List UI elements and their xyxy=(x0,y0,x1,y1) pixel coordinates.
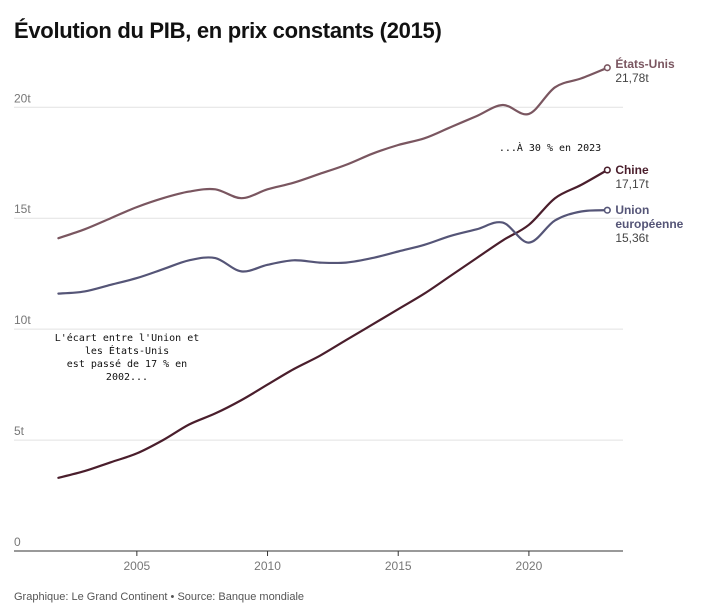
x-axis-ticks: 2005 2010 2015 2020 xyxy=(123,551,543,573)
x-tick-label: 2015 xyxy=(385,559,412,573)
annotation-text: les États-Unis xyxy=(85,344,169,357)
annotation-text: 2002... xyxy=(106,372,148,383)
series-line-union-europeenne xyxy=(57,209,609,295)
x-tick-label: 2020 xyxy=(516,559,543,573)
end-point-chine xyxy=(603,166,611,174)
end-label-name: États-Unis xyxy=(615,56,675,71)
x-tick-label: 2010 xyxy=(254,559,281,573)
end-point-etats-unis xyxy=(603,64,611,72)
y-tick-label: 5t xyxy=(14,424,25,438)
series-line-etats-unis xyxy=(57,66,609,240)
end-point-union-europeenne xyxy=(603,206,611,214)
annotation-text: ...À 30 % en 2023 xyxy=(499,141,601,154)
y-tick-label: 20t xyxy=(14,91,31,105)
y-tick-label: 10t xyxy=(14,313,31,327)
chart-title: Évolution du PIB, en prix constants (201… xyxy=(14,18,442,43)
grid-lines xyxy=(14,106,623,552)
end-label-value: 21,78t xyxy=(615,71,649,85)
source-footer: Graphique: Le Grand Continent • Source: … xyxy=(14,591,305,603)
annotation-text: est passé de 17 % en xyxy=(67,358,187,370)
end-label-name: européenne xyxy=(615,217,683,231)
end-label-value: 17,17t xyxy=(615,177,649,191)
y-tick-label: 0 xyxy=(14,535,21,549)
y-tick-label: 15t xyxy=(14,202,31,216)
end-label-name: Chine xyxy=(615,163,649,177)
end-label-value: 15,36t xyxy=(615,231,649,245)
series-lines xyxy=(57,64,611,479)
x-tick-label: 2005 xyxy=(123,559,150,573)
annotation-text: L'écart entre l'Union et xyxy=(55,332,200,344)
series-line-chine xyxy=(57,168,609,479)
end-label-name: Union xyxy=(615,203,649,217)
y-axis-ticks: 0 5t 10t 15t 20t xyxy=(14,91,31,549)
